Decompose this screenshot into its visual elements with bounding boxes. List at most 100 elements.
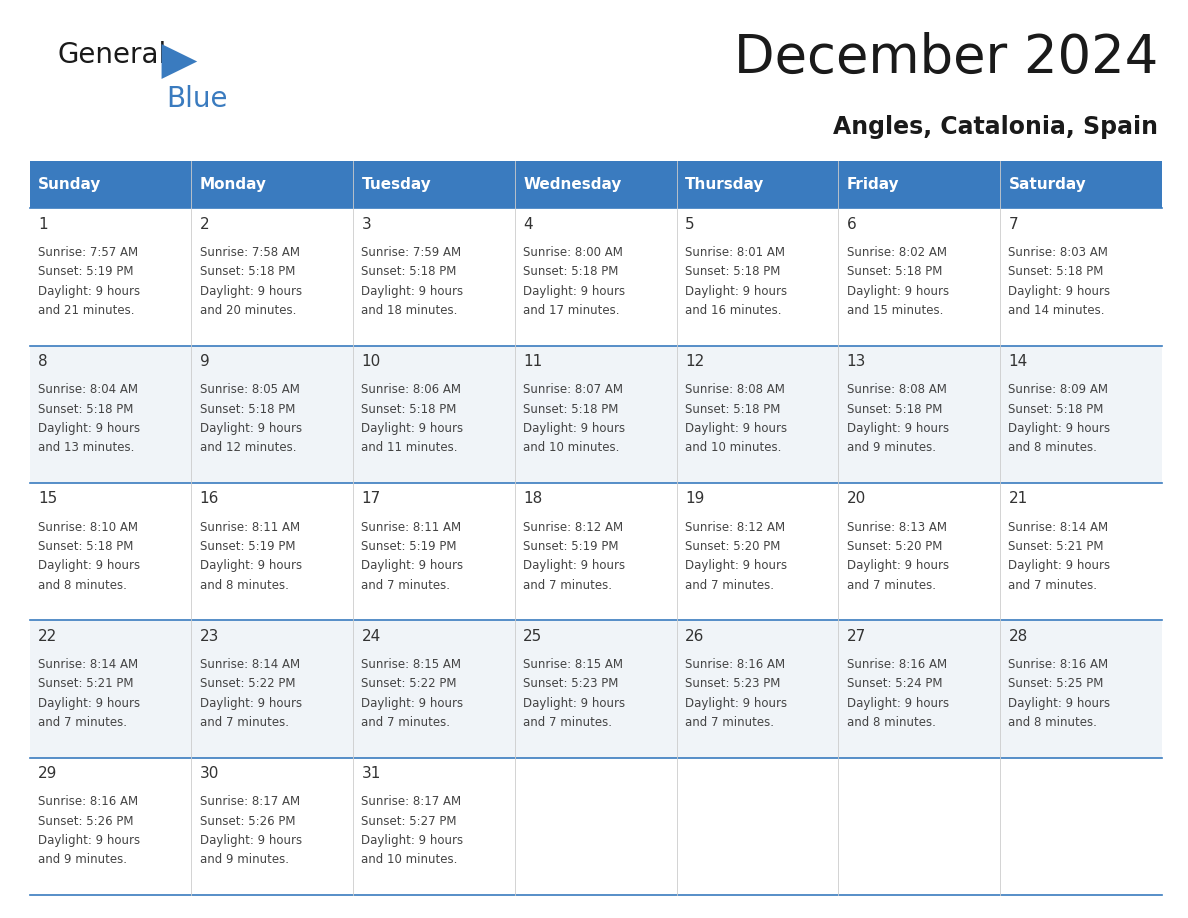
Text: and 7 minutes.: and 7 minutes. <box>361 578 450 591</box>
Bar <box>30 757 1162 895</box>
Text: Sunset: 5:18 PM: Sunset: 5:18 PM <box>361 265 457 278</box>
Text: Daylight: 9 hours: Daylight: 9 hours <box>200 422 302 435</box>
Text: Daylight: 9 hours: Daylight: 9 hours <box>523 697 625 710</box>
Text: General: General <box>57 41 166 70</box>
Bar <box>30 483 1162 621</box>
Bar <box>30 621 1162 757</box>
Text: and 9 minutes.: and 9 minutes. <box>38 853 127 867</box>
Text: Daylight: 9 hours: Daylight: 9 hours <box>523 285 625 297</box>
Text: Daylight: 9 hours: Daylight: 9 hours <box>361 285 463 297</box>
Text: and 7 minutes.: and 7 minutes. <box>200 716 289 729</box>
Text: 22: 22 <box>38 629 57 644</box>
Text: Saturday: Saturday <box>1009 177 1086 192</box>
Text: Sunset: 5:18 PM: Sunset: 5:18 PM <box>200 265 295 278</box>
Text: Sunset: 5:18 PM: Sunset: 5:18 PM <box>38 540 133 553</box>
Text: Daylight: 9 hours: Daylight: 9 hours <box>38 285 140 297</box>
Text: and 18 minutes.: and 18 minutes. <box>361 304 457 317</box>
Text: and 17 minutes.: and 17 minutes. <box>523 304 620 317</box>
Bar <box>30 161 1162 208</box>
Text: Sunrise: 8:11 AM: Sunrise: 8:11 AM <box>200 521 299 533</box>
Text: and 7 minutes.: and 7 minutes. <box>523 716 612 729</box>
Text: and 12 minutes.: and 12 minutes. <box>200 442 296 454</box>
Text: Friday: Friday <box>847 177 899 192</box>
Text: Daylight: 9 hours: Daylight: 9 hours <box>361 559 463 572</box>
Text: 26: 26 <box>685 629 704 644</box>
Text: 2: 2 <box>200 217 209 231</box>
Text: and 14 minutes.: and 14 minutes. <box>1009 304 1105 317</box>
Text: and 13 minutes.: and 13 minutes. <box>38 442 134 454</box>
Text: Daylight: 9 hours: Daylight: 9 hours <box>847 422 949 435</box>
Text: Sunset: 5:19 PM: Sunset: 5:19 PM <box>361 540 457 553</box>
Text: Daylight: 9 hours: Daylight: 9 hours <box>1009 697 1111 710</box>
Text: 1: 1 <box>38 217 48 231</box>
Text: Daylight: 9 hours: Daylight: 9 hours <box>685 697 788 710</box>
Text: Monday: Monday <box>200 177 267 192</box>
Text: Sunrise: 8:12 AM: Sunrise: 8:12 AM <box>523 521 624 533</box>
Text: and 9 minutes.: and 9 minutes. <box>847 442 936 454</box>
Text: Sunrise: 8:16 AM: Sunrise: 8:16 AM <box>685 658 785 671</box>
Text: Sunset: 5:18 PM: Sunset: 5:18 PM <box>200 403 295 416</box>
Text: 29: 29 <box>38 766 57 781</box>
Text: 14: 14 <box>1009 354 1028 369</box>
Text: and 7 minutes.: and 7 minutes. <box>523 578 612 591</box>
Text: Sunrise: 8:14 AM: Sunrise: 8:14 AM <box>1009 521 1108 533</box>
Text: Daylight: 9 hours: Daylight: 9 hours <box>200 697 302 710</box>
Text: Sunset: 5:18 PM: Sunset: 5:18 PM <box>523 403 619 416</box>
Text: and 10 minutes.: and 10 minutes. <box>361 853 457 867</box>
Text: 7: 7 <box>1009 217 1018 231</box>
Text: Sunset: 5:18 PM: Sunset: 5:18 PM <box>685 265 781 278</box>
Text: Sunrise: 8:10 AM: Sunrise: 8:10 AM <box>38 521 138 533</box>
Text: Sunrise: 8:12 AM: Sunrise: 8:12 AM <box>685 521 785 533</box>
Text: Blue: Blue <box>166 85 228 114</box>
Text: 6: 6 <box>847 217 857 231</box>
Text: Daylight: 9 hours: Daylight: 9 hours <box>685 422 788 435</box>
Text: Sunrise: 8:09 AM: Sunrise: 8:09 AM <box>1009 384 1108 397</box>
Text: Daylight: 9 hours: Daylight: 9 hours <box>200 834 302 847</box>
Text: December 2024: December 2024 <box>734 32 1158 84</box>
Text: Sunrise: 8:14 AM: Sunrise: 8:14 AM <box>38 658 138 671</box>
Text: Sunset: 5:18 PM: Sunset: 5:18 PM <box>1009 403 1104 416</box>
Text: Daylight: 9 hours: Daylight: 9 hours <box>847 559 949 572</box>
Text: 28: 28 <box>1009 629 1028 644</box>
Text: 9: 9 <box>200 354 209 369</box>
Text: Daylight: 9 hours: Daylight: 9 hours <box>38 834 140 847</box>
Text: 27: 27 <box>847 629 866 644</box>
Text: 17: 17 <box>361 491 380 507</box>
Text: and 7 minutes.: and 7 minutes. <box>361 716 450 729</box>
Text: and 8 minutes.: and 8 minutes. <box>1009 442 1098 454</box>
Text: 8: 8 <box>38 354 48 369</box>
Text: Sunrise: 8:07 AM: Sunrise: 8:07 AM <box>523 384 624 397</box>
Text: Sunset: 5:26 PM: Sunset: 5:26 PM <box>38 814 133 828</box>
Text: and 8 minutes.: and 8 minutes. <box>847 716 936 729</box>
Text: Sunset: 5:18 PM: Sunset: 5:18 PM <box>361 403 457 416</box>
Text: 16: 16 <box>200 491 219 507</box>
Text: and 21 minutes.: and 21 minutes. <box>38 304 134 317</box>
Text: Sunrise: 8:17 AM: Sunrise: 8:17 AM <box>200 795 299 809</box>
Text: and 15 minutes.: and 15 minutes. <box>847 304 943 317</box>
Text: Sunset: 5:22 PM: Sunset: 5:22 PM <box>361 677 457 690</box>
Bar <box>30 208 1162 346</box>
Text: Daylight: 9 hours: Daylight: 9 hours <box>200 559 302 572</box>
Text: 25: 25 <box>523 629 543 644</box>
Text: and 11 minutes.: and 11 minutes. <box>361 442 459 454</box>
Text: Daylight: 9 hours: Daylight: 9 hours <box>1009 559 1111 572</box>
Text: 13: 13 <box>847 354 866 369</box>
Text: Sunset: 5:23 PM: Sunset: 5:23 PM <box>685 677 781 690</box>
Text: Sunrise: 8:08 AM: Sunrise: 8:08 AM <box>847 384 947 397</box>
Text: and 7 minutes.: and 7 minutes. <box>847 578 936 591</box>
Text: and 7 minutes.: and 7 minutes. <box>685 578 773 591</box>
Text: and 8 minutes.: and 8 minutes. <box>38 578 127 591</box>
Text: Sunrise: 8:06 AM: Sunrise: 8:06 AM <box>361 384 461 397</box>
Text: Sunrise: 8:15 AM: Sunrise: 8:15 AM <box>523 658 624 671</box>
Text: 15: 15 <box>38 491 57 507</box>
Text: 3: 3 <box>361 217 371 231</box>
Text: Sunrise: 8:00 AM: Sunrise: 8:00 AM <box>523 246 623 259</box>
Text: Sunset: 5:23 PM: Sunset: 5:23 PM <box>523 677 619 690</box>
Text: Daylight: 9 hours: Daylight: 9 hours <box>38 422 140 435</box>
Text: Sunset: 5:18 PM: Sunset: 5:18 PM <box>1009 265 1104 278</box>
Text: 12: 12 <box>685 354 704 369</box>
Text: 31: 31 <box>361 766 381 781</box>
Text: Sunset: 5:22 PM: Sunset: 5:22 PM <box>200 677 296 690</box>
Text: 20: 20 <box>847 491 866 507</box>
Text: and 16 minutes.: and 16 minutes. <box>685 304 782 317</box>
